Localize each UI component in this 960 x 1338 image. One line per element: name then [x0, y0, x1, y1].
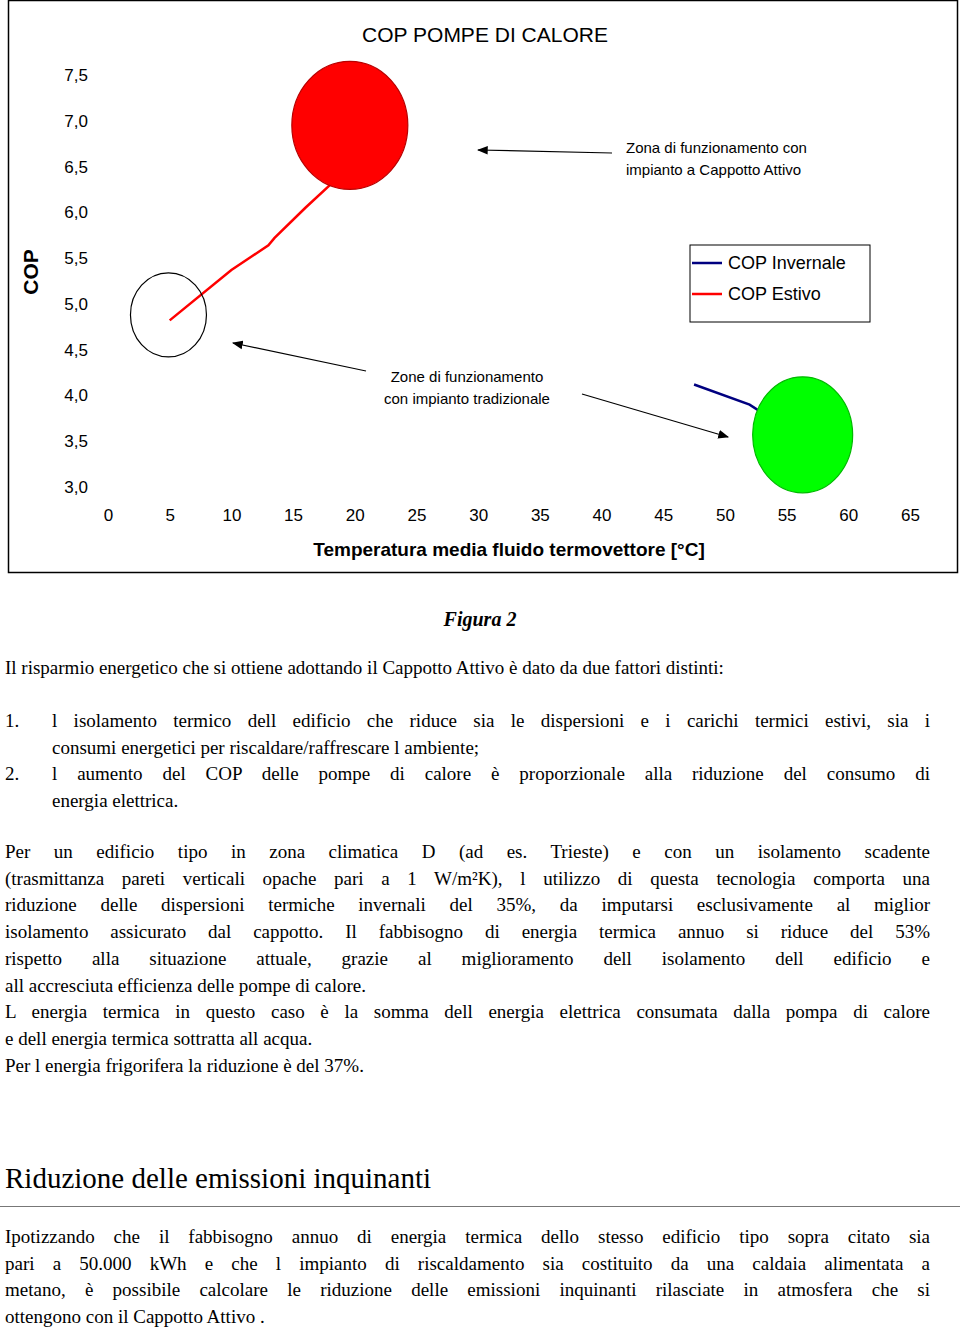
x-tick-label: 0: [104, 506, 113, 525]
y-tick-label: 7,5: [64, 66, 88, 85]
y-tick-label: 4,5: [64, 341, 88, 360]
x-tick-label: 20: [346, 506, 365, 525]
zone-ellipse: [753, 377, 853, 493]
y-tick: 5,5: [64, 249, 108, 268]
x-tick-label: 10: [222, 506, 241, 525]
closing-line: metano, è possibile calcolare le riduzio…: [5, 1277, 930, 1304]
y-tick: 7,5: [64, 66, 108, 85]
annotation-line: impianto a Cappotto Attivo: [626, 161, 801, 178]
closing-line: ottengono con il Cappotto Attivo .: [5, 1304, 930, 1331]
y-tick-label: 4,0: [64, 386, 88, 405]
body-line: (trasmittanza pareti verticali opache pa…: [5, 866, 930, 893]
x-tick: 55: [778, 487, 797, 525]
x-tick: 30: [469, 487, 488, 525]
list-number: 1.: [5, 708, 45, 735]
closing-line: pari a 50.000 kWh e che l impianto di ri…: [5, 1251, 930, 1278]
body-line: rispetto alla situazione attuale, grazie…: [5, 946, 930, 973]
list-number: 2.: [5, 761, 45, 788]
x-tick-label: 45: [654, 506, 673, 525]
x-tick: 25: [408, 487, 427, 525]
y-tick-label: 7,0: [64, 112, 88, 131]
x-tick-label: 25: [408, 506, 427, 525]
x-tick-label: 65: [901, 506, 920, 525]
page: COP POMPE DI CALORE 0 5 10 15 20 25 30 35 40 45 50 5…: [0, 0, 960, 1338]
body-line: isolamento assicurato dal cappotto. Il f…: [5, 919, 930, 946]
legend: COP Invernale COP Estivo: [690, 245, 870, 322]
chart-svg: COP POMPE DI CALORE 0 5 10 15 20 25 30 35 40 45 50 5…: [0, 0, 960, 575]
intro: Il risparmio energetico che si ottiene a…: [5, 655, 930, 682]
y-tick: 5,0: [64, 295, 108, 314]
y-tick: 6,5: [64, 157, 108, 176]
annotation-arrow: [582, 394, 728, 437]
body-line: e dell energia termica sottratta all acq…: [5, 1026, 930, 1053]
legend-label: COP Estivo: [728, 284, 821, 304]
y-tick: 7,0: [64, 112, 108, 131]
x-tick: 65: [901, 487, 920, 525]
x-tick: 35: [531, 487, 550, 525]
x-tick-label: 5: [165, 506, 174, 525]
x-tick-label: 60: [839, 506, 858, 525]
y-tick: 3,5: [64, 432, 108, 451]
body-line: riduzione delle dispersioni termiche inv…: [5, 892, 930, 919]
y-tick-label: 6,5: [64, 157, 88, 176]
y-axis-title: COP: [19, 249, 42, 295]
annotation-line: Zona di funzionamento con: [626, 139, 807, 156]
x-tick-label: 50: [716, 506, 735, 525]
x-tick: 45: [654, 487, 673, 525]
chart-container: COP POMPE DI CALORE 0 5 10 15 20 25 30 35 40 45 50 5…: [0, 0, 960, 579]
heading-rule: [0, 1206, 960, 1207]
chart-frame: [9, 1, 958, 573]
legend-label: COP Invernale: [728, 253, 846, 273]
y-tick-label: 3,0: [64, 478, 88, 497]
annotation-text: Zone di funzionamento con impianto tradiz…: [384, 368, 550, 407]
x-tick: 40: [593, 487, 612, 525]
y-tick-label: 6,0: [64, 203, 88, 222]
legend-swatch: [692, 293, 722, 296]
x-tick: 0: [104, 487, 113, 525]
y-tick: 6,0: [64, 203, 108, 222]
x-tick: 60: [839, 487, 858, 525]
body-line: Per un edificio tipo in zona climatica D…: [5, 839, 930, 866]
list-line: l isolamento termico dell edificio che r…: [52, 708, 930, 735]
annotation-arrow: [233, 343, 366, 371]
x-tick: 50: [716, 487, 735, 525]
x-tick: 15: [284, 487, 303, 525]
figure-caption: Figura 2: [0, 606, 960, 633]
section-heading: Riduzione delle emissioni inquinanti: [5, 1160, 930, 1196]
y-tick: 3,0: [64, 478, 108, 497]
body-line: all accresciuta efficienza delle pompe d…: [5, 973, 930, 1000]
x-tick-label: 35: [531, 506, 550, 525]
list-line: energia elettrica.: [52, 788, 930, 815]
y-axis: 3,0 3,5 4,0 4,5 5,0 5,5 6,0 6,5 7,0 7,5: [64, 66, 108, 497]
legend-swatch: [692, 262, 722, 265]
annotation-text: Zona di funzionamento con impianto a Capp…: [626, 139, 807, 178]
list-line: consumi energetici per riscaldare/raffre…: [52, 735, 930, 762]
x-tick-label: 30: [469, 506, 488, 525]
body-line: Per l energia frigorifera la riduzione è…: [5, 1053, 930, 1080]
y-tick-label: 3,5: [64, 432, 88, 451]
annotation-line: Zone di funzionamento: [391, 368, 544, 385]
list-line: l aumento del COP delle pompe di calore …: [52, 761, 930, 788]
legend-box: [690, 245, 870, 322]
x-tick-label: 55: [778, 506, 797, 525]
x-tick: 5: [165, 487, 174, 525]
annotation-arrow: [478, 150, 612, 153]
x-axis-title: Temperatura media fluido termovettore [°…: [313, 539, 705, 560]
x-tick-label: 40: [593, 506, 612, 525]
x-tick: 10: [222, 487, 241, 525]
y-tick: 4,5: [64, 341, 108, 360]
x-tick: 20: [346, 487, 365, 525]
y-axis-line: [108, 76, 109, 488]
body-line: L energia termica in questo caso è la so…: [5, 999, 930, 1026]
x-tick-label: 15: [284, 506, 303, 525]
zone-ellipse: [292, 61, 408, 189]
zone-ellipse: [130, 273, 206, 357]
annotation-line: con impianto tradizionale: [384, 390, 550, 407]
closing-line: Ipotizzando che il fabbisogno annuo di e…: [5, 1224, 930, 1251]
y-tick: 4,0: [64, 386, 108, 405]
chart-title: COP POMPE DI CALORE: [362, 23, 608, 46]
y-tick-label: 5,5: [64, 249, 88, 268]
y-tick-label: 5,0: [64, 295, 88, 314]
